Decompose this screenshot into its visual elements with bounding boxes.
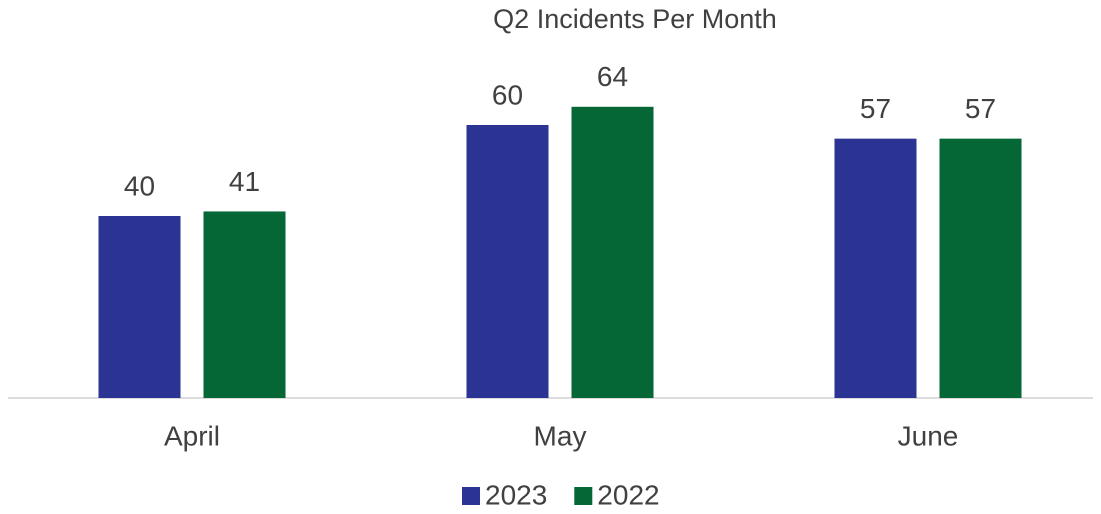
chart-title: Q2 Incidents Per Month [493, 4, 777, 34]
data-label: 64 [597, 61, 628, 92]
data-label: 57 [965, 93, 996, 124]
bar [98, 216, 181, 398]
bar [203, 211, 286, 398]
bar [571, 106, 654, 399]
legend-swatch [462, 487, 480, 505]
data-label: 60 [492, 79, 523, 110]
legend-swatch [574, 487, 593, 505]
x-tick-label: June [898, 420, 959, 451]
bar [466, 125, 549, 398]
data-label: 57 [860, 93, 891, 124]
x-tick-label: April [164, 420, 220, 451]
x-tick-label: May [534, 420, 587, 451]
legend-label: 2023 [485, 479, 547, 510]
data-label: 40 [124, 170, 155, 201]
data-label: 41 [229, 166, 260, 197]
bar [939, 138, 1022, 398]
bar [834, 138, 917, 398]
legend-label: 2022 [597, 479, 659, 510]
